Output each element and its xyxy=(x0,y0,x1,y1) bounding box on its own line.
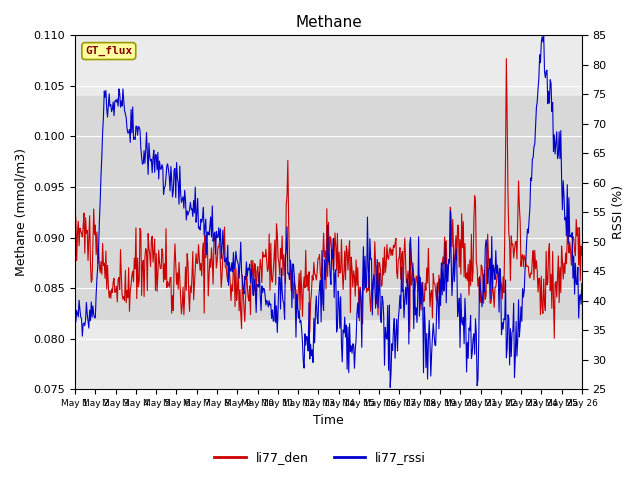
Legend: li77_den, li77_rssi: li77_den, li77_rssi xyxy=(209,446,431,469)
Bar xyxy=(75,96,582,319)
Text: GT_flux: GT_flux xyxy=(85,46,132,56)
Y-axis label: RSSI (%): RSSI (%) xyxy=(612,185,625,240)
Y-axis label: Methane (mmol/m3): Methane (mmol/m3) xyxy=(15,148,28,276)
Title: Methane: Methane xyxy=(295,15,362,30)
X-axis label: Time: Time xyxy=(313,414,344,427)
